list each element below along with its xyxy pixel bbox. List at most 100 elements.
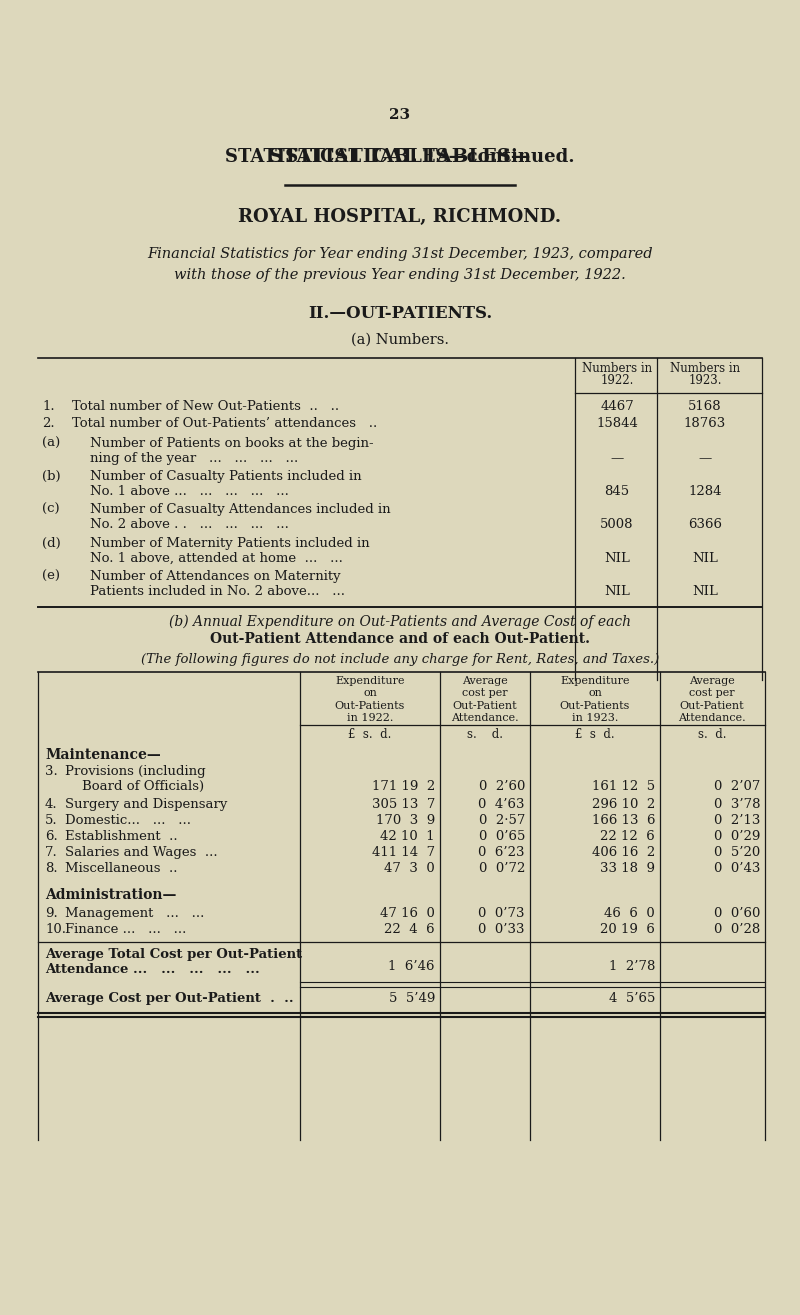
Text: Average
cost per
Out-Patient
Attendance.: Average cost per Out-Patient Attendance. [678, 676, 746, 723]
Text: 2.: 2. [42, 417, 54, 430]
Text: 161 12  5: 161 12 5 [592, 780, 655, 793]
Text: Financial Statistics for Year ending 31st December, 1923, compared: Financial Statistics for Year ending 31s… [147, 247, 653, 260]
Text: 4467: 4467 [600, 400, 634, 413]
Text: 845: 845 [605, 485, 630, 498]
Text: 5  5’49: 5 5’49 [389, 992, 435, 1005]
Text: 166 13  6: 166 13 6 [591, 814, 655, 827]
Text: Attendance ...   ...   ...   ...   ...: Attendance ... ... ... ... ... [45, 963, 260, 976]
Text: 1923.: 1923. [688, 373, 722, 387]
Text: 4  5’65: 4 5’65 [609, 992, 655, 1005]
Text: 0  2’07: 0 2’07 [714, 780, 760, 793]
Text: II.—OUT-PATIENTS.: II.—OUT-PATIENTS. [308, 305, 492, 322]
Text: (c): (c) [42, 504, 60, 515]
Text: 47 16  0: 47 16 0 [380, 907, 435, 920]
Text: NIL: NIL [692, 552, 718, 565]
Text: Finance ...   ...   ...: Finance ... ... ... [65, 923, 186, 936]
Text: No. 1 above, attended at home  ...   ...: No. 1 above, attended at home ... ... [90, 552, 343, 565]
Text: Provisions (including: Provisions (including [65, 765, 206, 778]
Text: 0  3’78: 0 3’78 [714, 798, 760, 811]
Text: Number of Casualty Attendances included in: Number of Casualty Attendances included … [90, 504, 390, 515]
Text: 4.: 4. [45, 798, 58, 811]
Text: 0  6’23: 0 6’23 [478, 846, 525, 859]
Text: Number of Attendances on Maternity: Number of Attendances on Maternity [90, 569, 341, 583]
Text: 42 10  1: 42 10 1 [380, 830, 435, 843]
Text: 18763: 18763 [684, 417, 726, 430]
Text: 171 19  2: 171 19 2 [372, 780, 435, 793]
Text: NIL: NIL [604, 552, 630, 565]
Text: 9.: 9. [45, 907, 58, 920]
Text: 0  0’29: 0 0’29 [714, 830, 760, 843]
Text: (e): (e) [42, 569, 60, 583]
Text: 7.: 7. [45, 846, 58, 859]
Text: 0  5’20: 0 5’20 [714, 846, 760, 859]
Text: (b): (b) [42, 469, 61, 483]
Text: (a) Numbers.: (a) Numbers. [351, 333, 449, 347]
Text: Salaries and Wages  ...: Salaries and Wages ... [65, 846, 218, 859]
Text: Total number of New Out-Patients  ..   ..: Total number of New Out-Patients .. .. [72, 400, 339, 413]
Text: 1.: 1. [42, 400, 54, 413]
Text: Out-Patient Attendance and of each Out-Patient.: Out-Patient Attendance and of each Out-P… [210, 633, 590, 646]
Text: 22 12  6: 22 12 6 [600, 830, 655, 843]
Text: Board of Officials): Board of Officials) [65, 780, 204, 793]
Text: 0  0’73: 0 0’73 [478, 907, 525, 920]
Text: 22  4  6: 22 4 6 [384, 923, 435, 936]
Text: No. 2 above . .   ...   ...   ...   ...: No. 2 above . . ... ... ... ... [90, 518, 289, 531]
Text: s.    d.: s. d. [467, 729, 503, 740]
Text: 0  4’63: 0 4’63 [478, 798, 525, 811]
Text: 170  3  9: 170 3 9 [376, 814, 435, 827]
Text: (a): (a) [42, 437, 60, 450]
Text: 23: 23 [390, 108, 410, 122]
Text: NIL: NIL [604, 585, 630, 598]
Text: 47  3  0: 47 3 0 [384, 863, 435, 874]
Text: 5008: 5008 [600, 518, 634, 531]
Text: 1  6’46: 1 6’46 [389, 960, 435, 973]
Text: No. 1 above ...   ...   ...   ...   ...: No. 1 above ... ... ... ... ... [90, 485, 289, 498]
Text: 0  0’28: 0 0’28 [714, 923, 760, 936]
Text: 0  2·57: 0 2·57 [478, 814, 525, 827]
Text: 0  2’60: 0 2’60 [478, 780, 525, 793]
Text: 0  0’43: 0 0’43 [714, 863, 760, 874]
Text: STATISTICAL TABLES—: STATISTICAL TABLES— [270, 149, 530, 166]
Text: 6366: 6366 [688, 518, 722, 531]
Text: 46  6  0: 46 6 0 [604, 907, 655, 920]
Text: Establishment  ..: Establishment .. [65, 830, 178, 843]
Text: 1  2’78: 1 2’78 [609, 960, 655, 973]
Text: with those of the previous Year ending 31st December, 1922.: with those of the previous Year ending 3… [174, 268, 626, 281]
Text: 406 16  2: 406 16 2 [592, 846, 655, 859]
Text: 6.: 6. [45, 830, 58, 843]
Text: Numbers in: Numbers in [670, 362, 740, 375]
Text: 3.: 3. [45, 765, 58, 778]
Text: (b) Annual Expenditure on Out-Patients and Average Cost of each: (b) Annual Expenditure on Out-Patients a… [169, 615, 631, 630]
Text: —: — [698, 452, 712, 466]
Text: Numbers in: Numbers in [582, 362, 652, 375]
Text: STATISTICAL TABLES—continued.: STATISTICAL TABLES—continued. [225, 149, 575, 166]
Text: 411 14  7: 411 14 7 [372, 846, 435, 859]
Text: 5.: 5. [45, 814, 58, 827]
Text: Miscellaneous  ..: Miscellaneous .. [65, 863, 178, 874]
Text: Average
cost per
Out-Patient
Attendance.: Average cost per Out-Patient Attendance. [451, 676, 519, 723]
Text: 0  2’13: 0 2’13 [714, 814, 760, 827]
Text: Number of Maternity Patients included in: Number of Maternity Patients included in [90, 537, 370, 550]
Text: Maintenance—: Maintenance— [45, 748, 161, 761]
Text: 0  0’72: 0 0’72 [478, 863, 525, 874]
Text: (The following figures do not include any charge for Rent, Rates, and Taxes.): (The following figures do not include an… [141, 654, 659, 665]
Text: NIL: NIL [692, 585, 718, 598]
Text: 33 18  9: 33 18 9 [600, 863, 655, 874]
Text: Surgery and Dispensary: Surgery and Dispensary [65, 798, 227, 811]
Text: 8.: 8. [45, 863, 58, 874]
Text: Expenditure
on
Out-Patients
in 1923.: Expenditure on Out-Patients in 1923. [560, 676, 630, 723]
Text: 15844: 15844 [596, 417, 638, 430]
Text: £  s  d.: £ s d. [575, 729, 615, 740]
Text: Number of Patients on books at the begin-: Number of Patients on books at the begin… [90, 437, 374, 450]
Text: Average Total Cost per Out-Patient: Average Total Cost per Out-Patient [45, 948, 302, 961]
Text: 5168: 5168 [688, 400, 722, 413]
Text: 0  0’65: 0 0’65 [478, 830, 525, 843]
Text: Expenditure
on
Out-Patients
in 1922.: Expenditure on Out-Patients in 1922. [335, 676, 405, 723]
Text: 0  0’60: 0 0’60 [714, 907, 760, 920]
Text: ROYAL HOSPITAL, RICHMOND.: ROYAL HOSPITAL, RICHMOND. [238, 208, 562, 226]
Text: —: — [610, 452, 624, 466]
Text: Total number of Out-Patients’ attendances   ..: Total number of Out-Patients’ attendance… [72, 417, 378, 430]
Text: s.  d.: s. d. [698, 729, 726, 740]
Text: 1284: 1284 [688, 485, 722, 498]
Text: ning of the year   ...   ...   ...   ...: ning of the year ... ... ... ... [90, 452, 298, 466]
